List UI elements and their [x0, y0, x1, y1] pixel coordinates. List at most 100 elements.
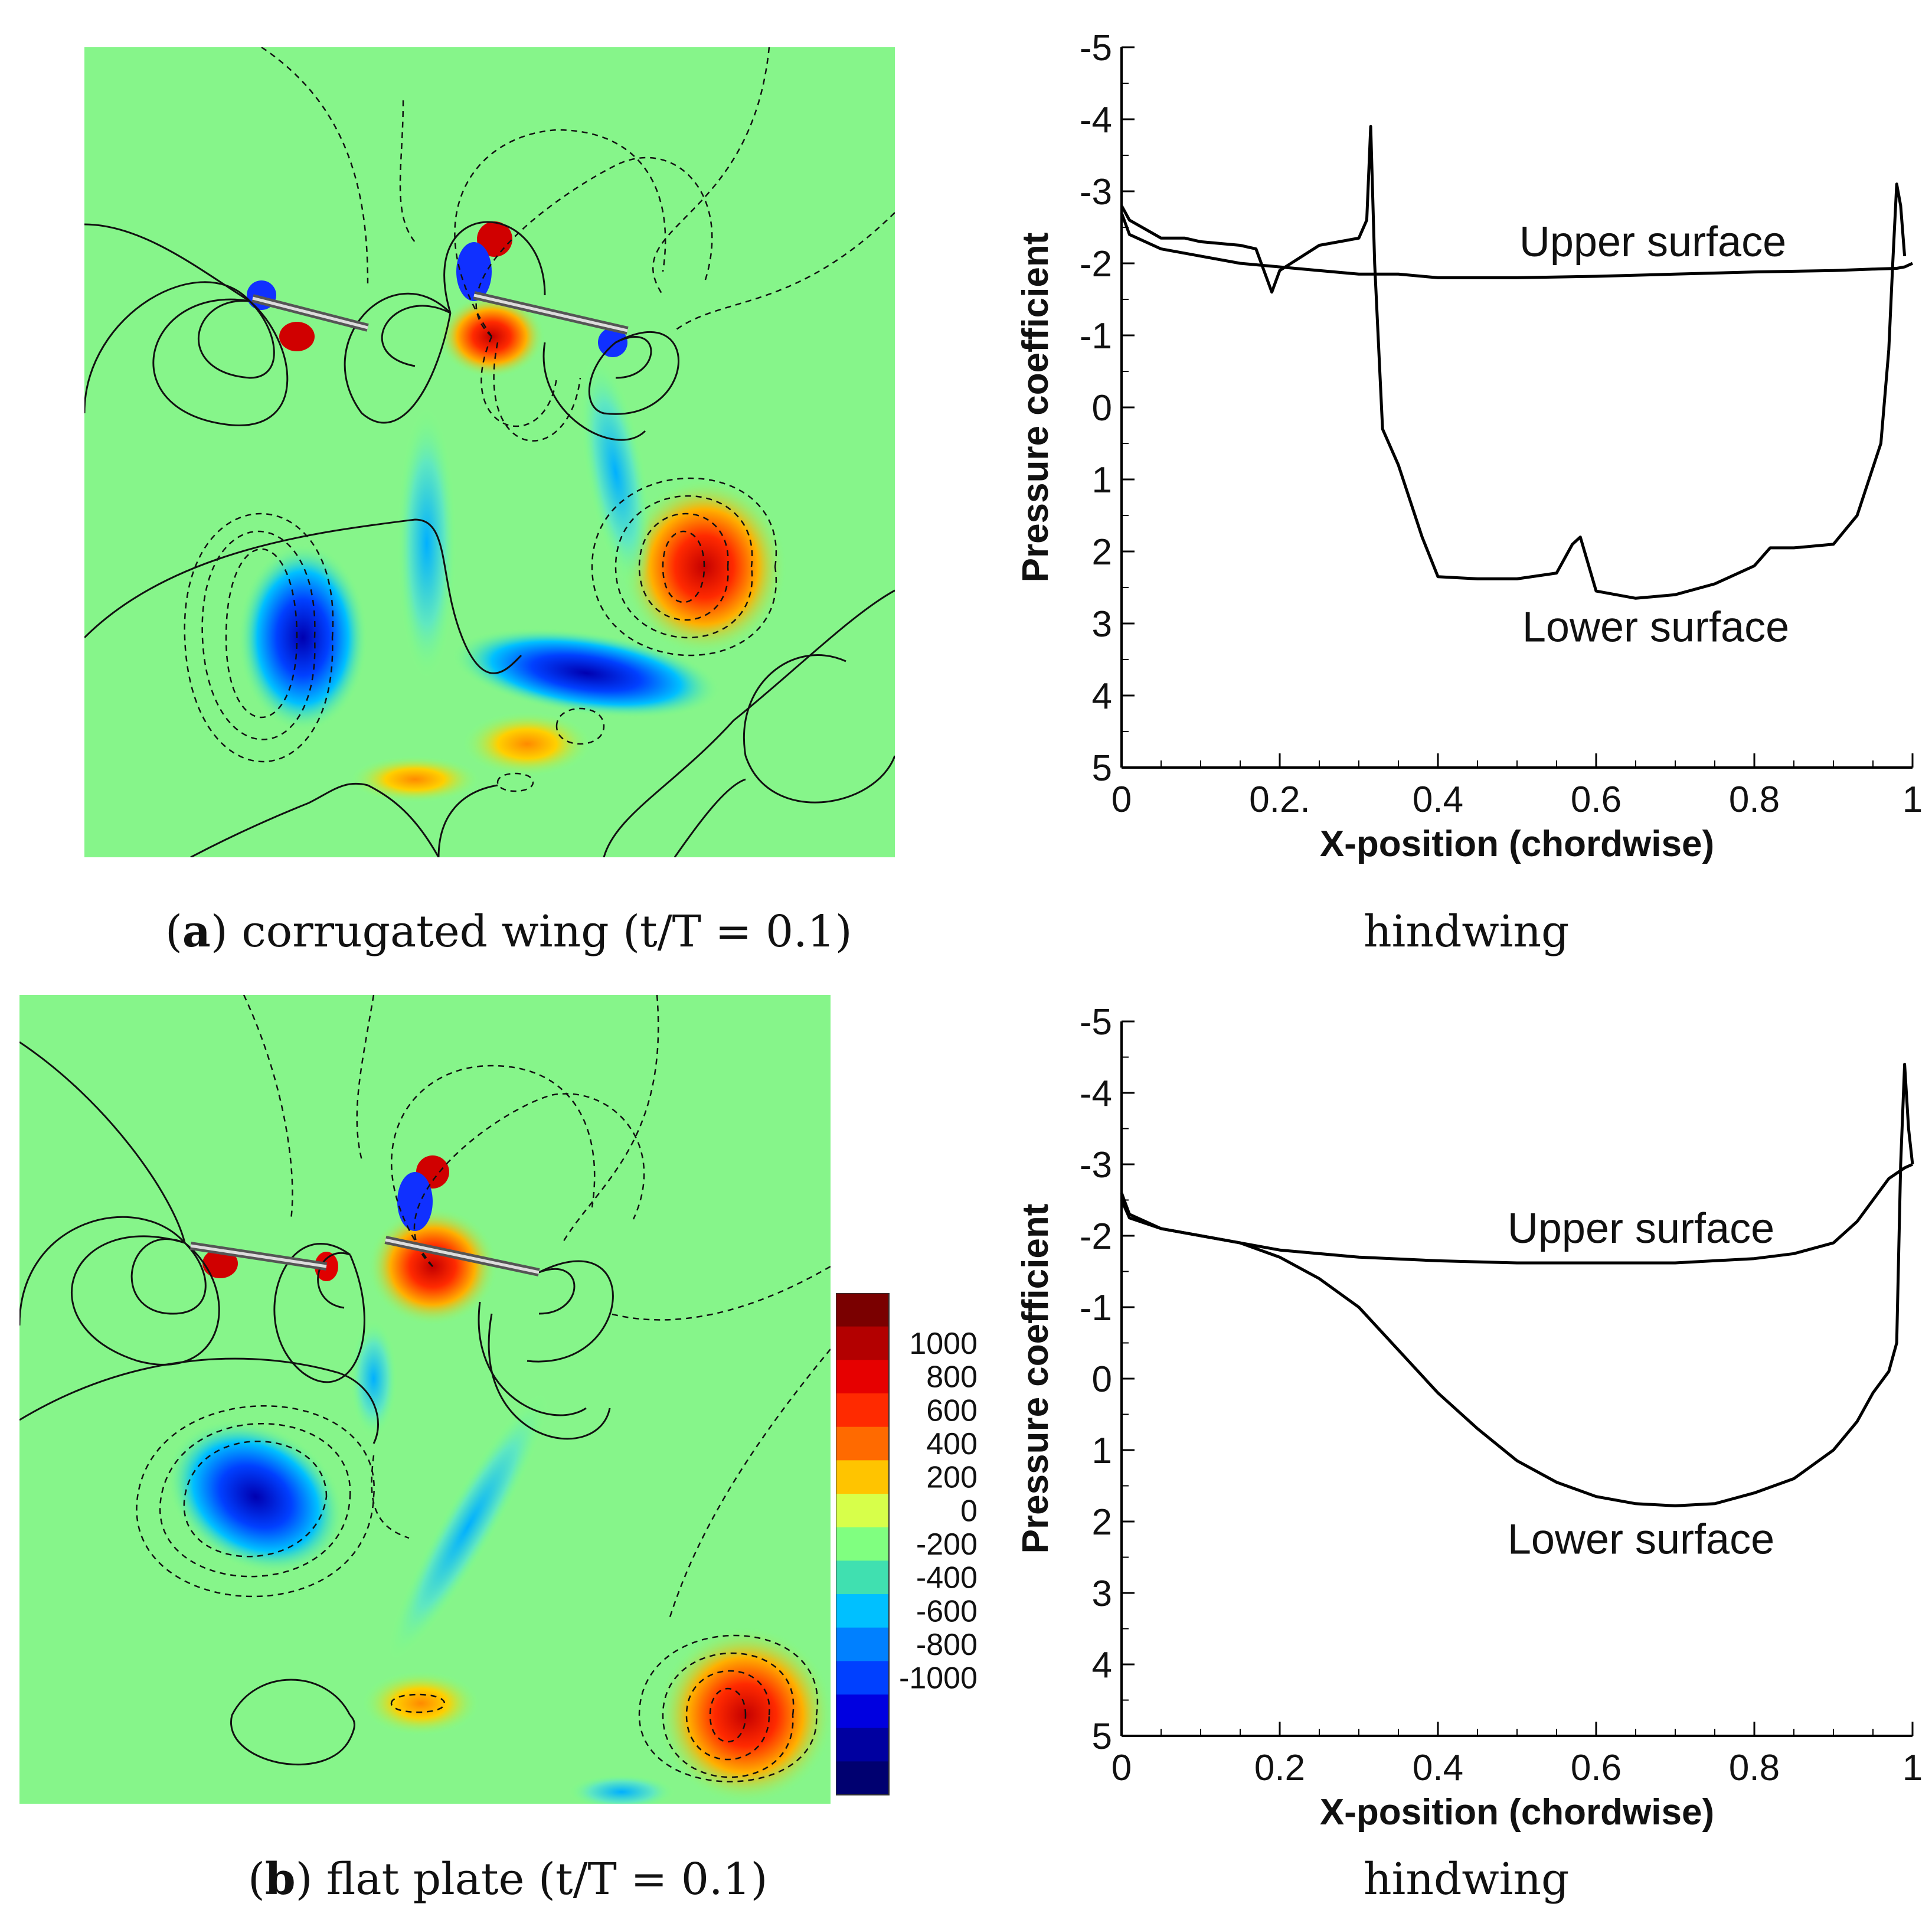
vortex-blue-left: [166, 1419, 345, 1575]
vortex-blue-left: [238, 543, 368, 732]
wing-chords: [251, 291, 629, 335]
y-tick-label: -3: [1080, 172, 1112, 213]
y-tick-label: 3: [1092, 1573, 1112, 1614]
vortex-yellow-bottom: [462, 711, 592, 776]
contours-solid: [84, 221, 895, 857]
x-tick-label: 1: [1902, 779, 1923, 820]
y-axis-label: Pressure coefficient: [1015, 233, 1056, 583]
vortex-red-le: [279, 322, 315, 351]
vortex-yellow-small: [350, 756, 480, 803]
x-tick-label: 0: [1112, 779, 1132, 820]
x-tick-label: 0.6: [1571, 1748, 1622, 1788]
series-label-lower: Lower surface: [1508, 1516, 1774, 1563]
x-tick-label: 0.2: [1254, 1748, 1305, 1788]
vortex-blue-band: [452, 628, 721, 719]
colorbar-label: 800: [926, 1360, 978, 1395]
colorbar-label: 200: [926, 1461, 978, 1495]
vorticity-field-b: [19, 995, 831, 1804]
y-tick-label: 1: [1092, 460, 1112, 501]
colorbar-label: 1000: [909, 1327, 978, 1361]
y-tick-label: -1: [1080, 1288, 1112, 1328]
side-caption-b: hindwing: [1364, 1854, 1570, 1905]
y-tick-label: 1: [1092, 1431, 1112, 1471]
vortex-cyan-wake2: [350, 1320, 397, 1438]
colorbar-label: -400: [916, 1561, 978, 1595]
contours-dashed: [184, 47, 895, 792]
colorbar-swatch: [836, 1761, 889, 1795]
vortex-cyan-wake2: [580, 355, 652, 589]
vortex-cyan-wake: [397, 407, 456, 679]
colorbar-swatch: [836, 1560, 889, 1595]
contours-dashed: [136, 995, 831, 1782]
colorbar-label: 400: [926, 1427, 978, 1461]
series-label-upper: Upper surface: [1519, 218, 1786, 266]
y-tick-label: 0: [1092, 1359, 1112, 1400]
y-tick-label: 2: [1092, 1502, 1112, 1543]
y-tick-label: -2: [1080, 244, 1112, 285]
y-tick-label: 4: [1092, 676, 1112, 717]
y-tick-label: -5: [1080, 28, 1112, 68]
colorbar-swatch: [836, 1527, 889, 1561]
x-tick-label: 1: [1902, 1748, 1923, 1788]
vortex-blue-top: [456, 242, 492, 301]
colorbar-swatch: [836, 1695, 889, 1729]
contours-solid: [19, 1041, 614, 1766]
colorbar-swatch: [836, 1494, 889, 1528]
y-axis-label: Pressure coefficient: [1015, 1204, 1056, 1554]
y-tick-label: 4: [1092, 1645, 1112, 1686]
x-tick-label: 0.8: [1729, 779, 1780, 820]
colorbar-swatch: [836, 1326, 889, 1360]
colorbar-label: -600: [916, 1594, 978, 1628]
vortex-cyan-wake: [388, 1392, 548, 1660]
y-tick-label: 5: [1092, 1716, 1112, 1757]
vortex-blue-te: [598, 328, 627, 357]
series-label-lower: Lower surface: [1522, 604, 1789, 651]
y-tick-label: 5: [1092, 748, 1112, 789]
colorbar-label: -1000: [899, 1661, 978, 1696]
colorbar-label: -200: [916, 1527, 978, 1562]
x-axis-label: X-position (chordwise): [1320, 1792, 1714, 1833]
colorbar-swatch: [836, 1627, 889, 1661]
x-tick-label: 0.6: [1571, 779, 1622, 820]
y-tick-label: -2: [1080, 1216, 1112, 1257]
x-axis-label: X-position (chordwise): [1320, 824, 1714, 864]
colorbar-swatch: [836, 1426, 889, 1461]
series-upper-surface: [1120, 212, 1914, 279]
y-tick-label: -3: [1080, 1145, 1112, 1186]
colorbar-swatch: [836, 1293, 889, 1327]
vortex-blue-top: [397, 1172, 433, 1231]
vortex-red-right: [657, 1627, 831, 1804]
colorbar-swatch: [836, 1393, 889, 1428]
y-tick-label: 2: [1092, 532, 1112, 573]
vortex-red-le: [202, 1249, 238, 1278]
vortex-yellow-bottom: [362, 1671, 480, 1736]
x-tick-label: 0.8: [1729, 1748, 1780, 1788]
y-tick-label: -4: [1080, 1073, 1112, 1114]
caption-a: (a) corrugated wing (t/T = 0.1): [165, 906, 852, 957]
colorbar-swatch: [836, 1594, 889, 1628]
colorbar-label: -800: [916, 1628, 978, 1662]
colorbar-label: 600: [926, 1393, 978, 1428]
x-tick-label: 0: [1112, 1748, 1132, 1788]
y-tick-label: 0: [1092, 388, 1112, 429]
y-tick-label: -5: [1080, 1002, 1112, 1043]
series-label-upper: Upper surface: [1508, 1205, 1774, 1252]
series-lower-surface: [1120, 1063, 1914, 1507]
x-tick-label: 0.4: [1413, 779, 1463, 820]
colorbar-swatch: [836, 1728, 889, 1762]
colorbar-swatch: [836, 1460, 889, 1494]
colorbar-swatch: [836, 1360, 889, 1394]
colorbar-swatch: [836, 1661, 889, 1695]
x-tick-label: 0.4: [1413, 1748, 1463, 1788]
side-caption-a: hindwing: [1364, 906, 1570, 957]
y-tick-label: -4: [1080, 100, 1112, 141]
wing-chords: [189, 1236, 540, 1276]
caption-b: (b) flat plate (t/T = 0.1): [248, 1854, 768, 1905]
y-tick-label: -1: [1080, 316, 1112, 357]
y-tick-label: 3: [1092, 604, 1112, 645]
x-tick-label: 0.2.: [1249, 779, 1310, 820]
colorbar-label: 0: [960, 1494, 978, 1528]
